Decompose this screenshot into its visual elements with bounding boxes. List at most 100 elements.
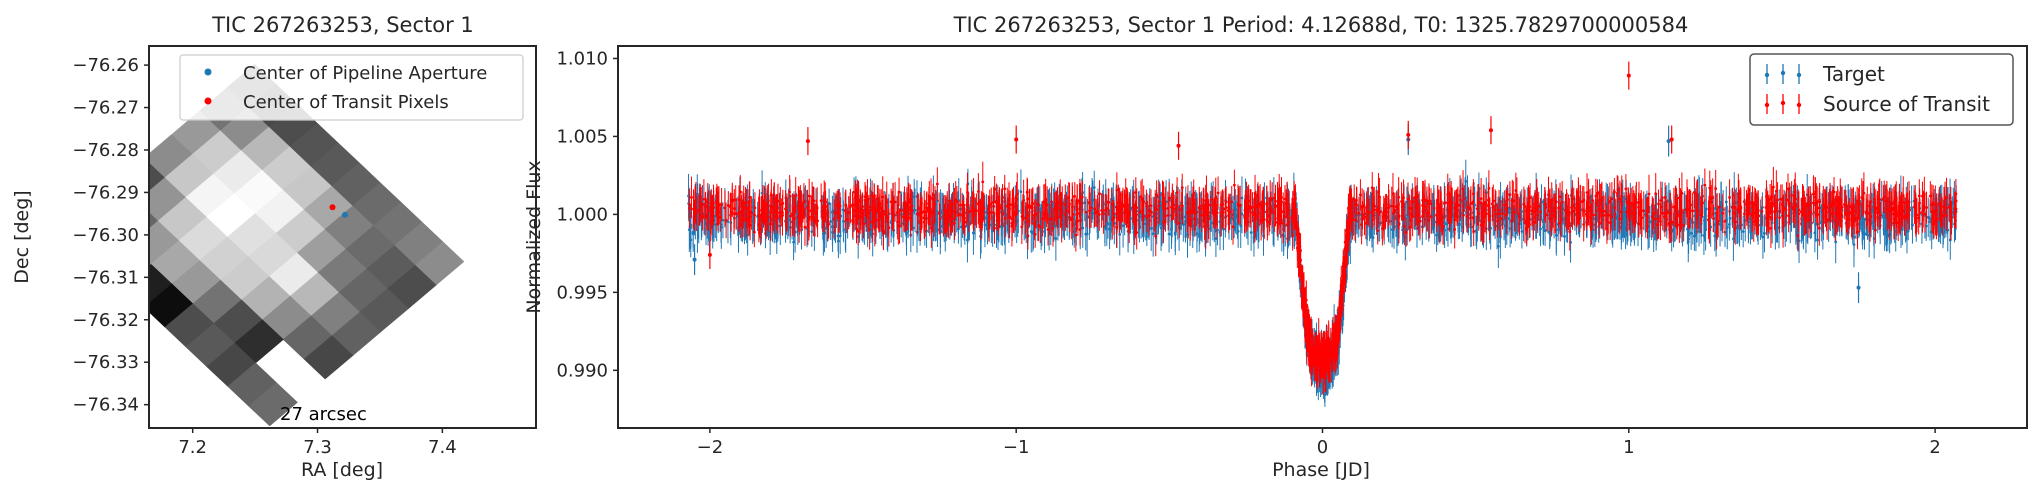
data-point xyxy=(1149,226,1153,230)
tick-label: −76.30 xyxy=(72,225,139,246)
data-point xyxy=(1763,231,1766,235)
data-point xyxy=(1097,212,1101,216)
data-point xyxy=(1195,232,1199,235)
data-point xyxy=(691,232,695,236)
data-point xyxy=(1794,197,1798,201)
data-point xyxy=(1703,183,1707,187)
pixel-cell xyxy=(149,212,159,230)
data-point xyxy=(1723,219,1727,223)
tpf-legend: Center of Pipeline Aperture Center of Tr… xyxy=(179,54,524,121)
data-point xyxy=(1623,215,1626,219)
data-point xyxy=(1003,216,1007,220)
data-point xyxy=(689,223,693,227)
data-point xyxy=(879,214,883,218)
data-point xyxy=(813,218,817,222)
data-point xyxy=(862,222,866,226)
data-point xyxy=(1624,187,1628,191)
data-point xyxy=(1357,211,1361,215)
data-point xyxy=(752,230,756,234)
tick-label: 7.2 xyxy=(178,437,207,458)
data-point xyxy=(1406,197,1410,201)
tick-label: 7.4 xyxy=(428,437,457,458)
lc-title: TIC 267263253, Sector 1 Period: 4.12688d… xyxy=(953,13,1689,37)
tpf-y-ticks: −76.26 −76.27 −76.28 −76.29 −76.30 −76.31 −76.… xyxy=(72,55,149,416)
pixel-cell xyxy=(303,335,354,380)
data-point xyxy=(845,218,849,222)
data-point xyxy=(959,203,963,207)
data-point xyxy=(1157,200,1161,203)
data-point xyxy=(1091,198,1095,202)
tpf-legend-box xyxy=(179,54,524,121)
data-point xyxy=(1661,211,1665,215)
data-point xyxy=(1086,215,1089,219)
data-point xyxy=(1473,203,1477,207)
data-point xyxy=(1167,232,1171,236)
data-point xyxy=(767,199,770,203)
data-point xyxy=(1741,230,1745,233)
data-point xyxy=(1917,216,1921,220)
data-point xyxy=(844,230,848,234)
data-point xyxy=(1648,220,1652,224)
data-point xyxy=(1404,231,1408,234)
data-point xyxy=(1881,214,1885,218)
data-point xyxy=(719,225,723,229)
data-point xyxy=(1704,228,1708,231)
data-point xyxy=(1050,200,1053,204)
data-point xyxy=(1701,201,1705,205)
tick-label: 7.3 xyxy=(303,437,332,458)
data-point xyxy=(1435,233,1439,237)
data-point xyxy=(1536,213,1540,217)
data-point xyxy=(935,199,939,203)
data-point xyxy=(1232,183,1236,187)
data-point xyxy=(1550,198,1554,202)
pixel-cell xyxy=(149,162,166,192)
data-point xyxy=(1236,222,1239,226)
data-point xyxy=(1098,192,1101,196)
data-point xyxy=(1520,210,1524,213)
data-point xyxy=(1926,215,1930,219)
data-point xyxy=(1699,213,1703,216)
data-point xyxy=(1924,224,1928,228)
data-point xyxy=(1105,206,1109,210)
center-point xyxy=(329,204,336,211)
data-point xyxy=(1408,206,1411,210)
data-point xyxy=(1760,209,1764,213)
data-point xyxy=(1133,222,1137,226)
data-point xyxy=(1446,227,1450,231)
data-point xyxy=(1712,217,1715,220)
data-point xyxy=(1654,192,1658,196)
data-point xyxy=(1216,191,1220,195)
data-point xyxy=(1652,231,1656,235)
data-point xyxy=(1249,231,1253,234)
data-point xyxy=(849,204,852,208)
data-point xyxy=(1508,207,1512,211)
tpf-axes-frame xyxy=(148,45,537,429)
tpf-markers xyxy=(329,204,348,218)
data-point xyxy=(1371,236,1375,239)
data-point xyxy=(1579,200,1582,204)
data-point xyxy=(1499,217,1503,220)
data-point xyxy=(1364,221,1368,225)
legend-label-aperture: Center of Pipeline Aperture xyxy=(243,63,487,84)
data-point xyxy=(1925,206,1928,209)
data-point xyxy=(721,218,725,222)
data-point xyxy=(1686,240,1690,244)
data-point xyxy=(1796,234,1800,238)
data-point xyxy=(1034,212,1038,216)
data-point xyxy=(1230,217,1234,221)
data-point xyxy=(1184,220,1187,224)
data-point xyxy=(1121,224,1125,228)
data-point xyxy=(1856,285,1861,290)
data-point xyxy=(1051,226,1055,230)
data-point xyxy=(1776,226,1779,230)
data-point xyxy=(1786,187,1790,191)
pixel-cell xyxy=(149,263,173,304)
data-point xyxy=(1516,212,1520,216)
data-point xyxy=(1910,206,1914,210)
data-point xyxy=(982,206,986,210)
data-point xyxy=(692,257,697,262)
data-point xyxy=(1834,240,1838,244)
data-point xyxy=(1317,335,1321,339)
data-point xyxy=(836,239,840,243)
data-point xyxy=(1019,190,1023,194)
